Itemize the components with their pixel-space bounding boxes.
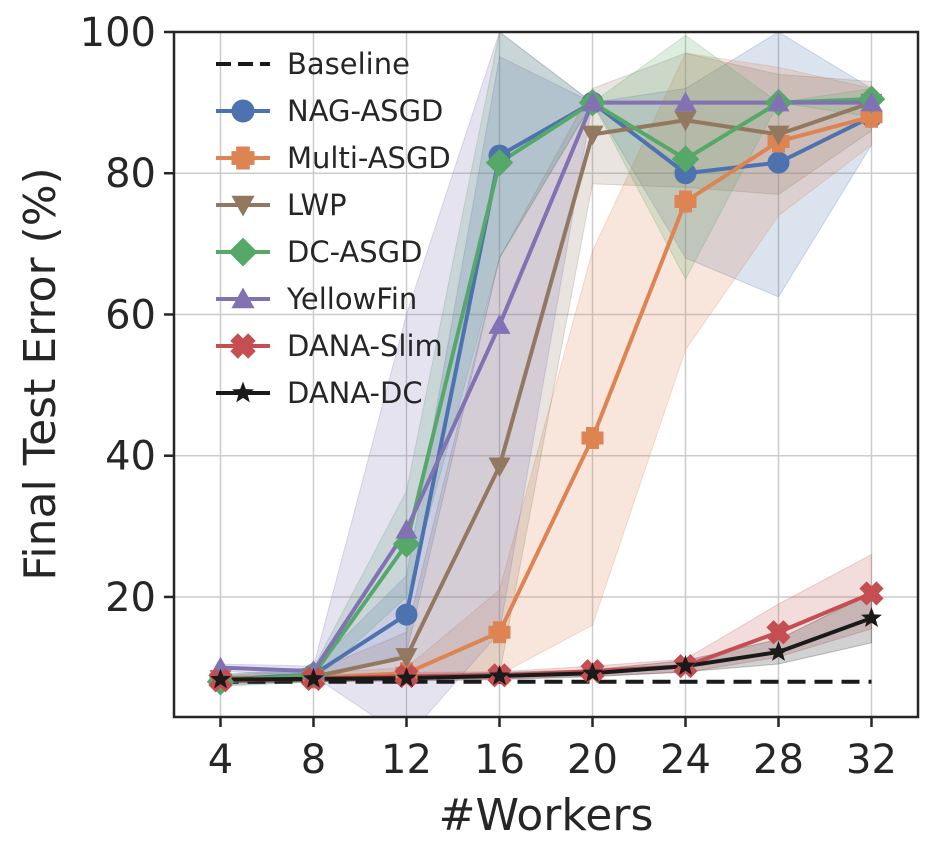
legend-marker-nag-asgd [231,99,255,123]
legend-label: YellowFin [286,282,417,316]
legend-label: DC-ASGD [287,235,422,269]
point-nag-asgd [767,151,790,174]
point-lwp [674,111,697,132]
legend-label: DANA-DC [287,376,423,410]
point-dana-dc [210,668,231,689]
x-tick-label: 20 [567,737,618,783]
point-dana-dc [303,667,324,688]
point-yellowfin [767,91,790,112]
legend-label: NAG-ASGD [287,94,443,128]
point-dana-slim [766,620,791,645]
x-tick-label: 24 [660,737,711,783]
point-nag-asgd [674,162,697,185]
y-axis-title: Final Test Error (%) [15,167,66,580]
point-lwp [488,457,511,478]
band-dana-dc [220,592,872,683]
y-tick-label: 40 [105,434,156,480]
point-multi-asgd [581,427,604,450]
point-lwp [767,125,790,146]
legend-marker-lwp [231,195,255,217]
point-yellowfin [674,91,697,112]
line-dana-dc [220,616,873,682]
legend-marker-multi-asgd [231,146,255,170]
legend-marker-yellowfin [231,287,255,309]
x-tick-label: 12 [381,737,432,783]
point-dana-dc [396,667,417,688]
line-nag-asgd [220,100,873,682]
point-yellowfin [488,314,511,334]
point-dana-dc [675,655,696,676]
x-tick-label: 16 [474,737,525,783]
x-tick-label: 4 [208,737,233,783]
legend-marker-dana-dc [232,381,254,403]
point-dana-dc [582,662,603,683]
point-dana-dc [861,607,882,628]
y-tick-label: 80 [105,151,156,197]
point-lwp [581,125,604,146]
legend-label: Multi-ASGD [287,141,451,175]
legend-label: Baseline [287,47,410,81]
point-dc-asgd [671,145,700,173]
y-axis: 20 40 60 80 100 [80,10,174,621]
y-tick-label: 60 [105,292,156,338]
point-multi-asgd [488,621,511,644]
legend-marker-dana-slim [230,333,256,359]
point-dana-slim [859,581,884,606]
y-tick-label: 100 [80,10,156,56]
line-dc-asgd [220,97,872,684]
point-yellowfin [581,91,604,112]
series-lines [220,97,873,684]
legend-label: DANA-Slim [287,329,443,363]
point-dc-asgd [485,148,514,177]
point-yellowfin [860,91,883,112]
line-yellowfin [220,100,872,674]
point-yellowfin [395,518,418,539]
line-lwp [220,100,873,681]
legend-label: LWP [287,188,347,222]
point-nag-asgd [395,603,418,626]
confidence-bands [220,32,872,717]
point-multi-asgd [674,190,697,213]
y-tick-label: 20 [105,575,156,621]
series-markers [206,85,886,696]
point-dana-dc [489,665,510,685]
x-tick-label: 32 [846,737,897,783]
x-axis-title: #Workers [439,790,654,841]
legend-marker-dc-asgd [228,237,258,267]
point-dana-dc [768,641,789,661]
point-lwp [395,648,418,668]
x-axis: 4 8 12 16 20 24 28 32 [208,717,897,783]
legend: Baseline NAG-ASGD Multi-ASGD LWP DC-ASGD Yell… [216,47,451,410]
x-tick-label: 28 [753,737,804,783]
plot-frame [172,30,920,719]
x-tick-label: 8 [301,737,326,783]
